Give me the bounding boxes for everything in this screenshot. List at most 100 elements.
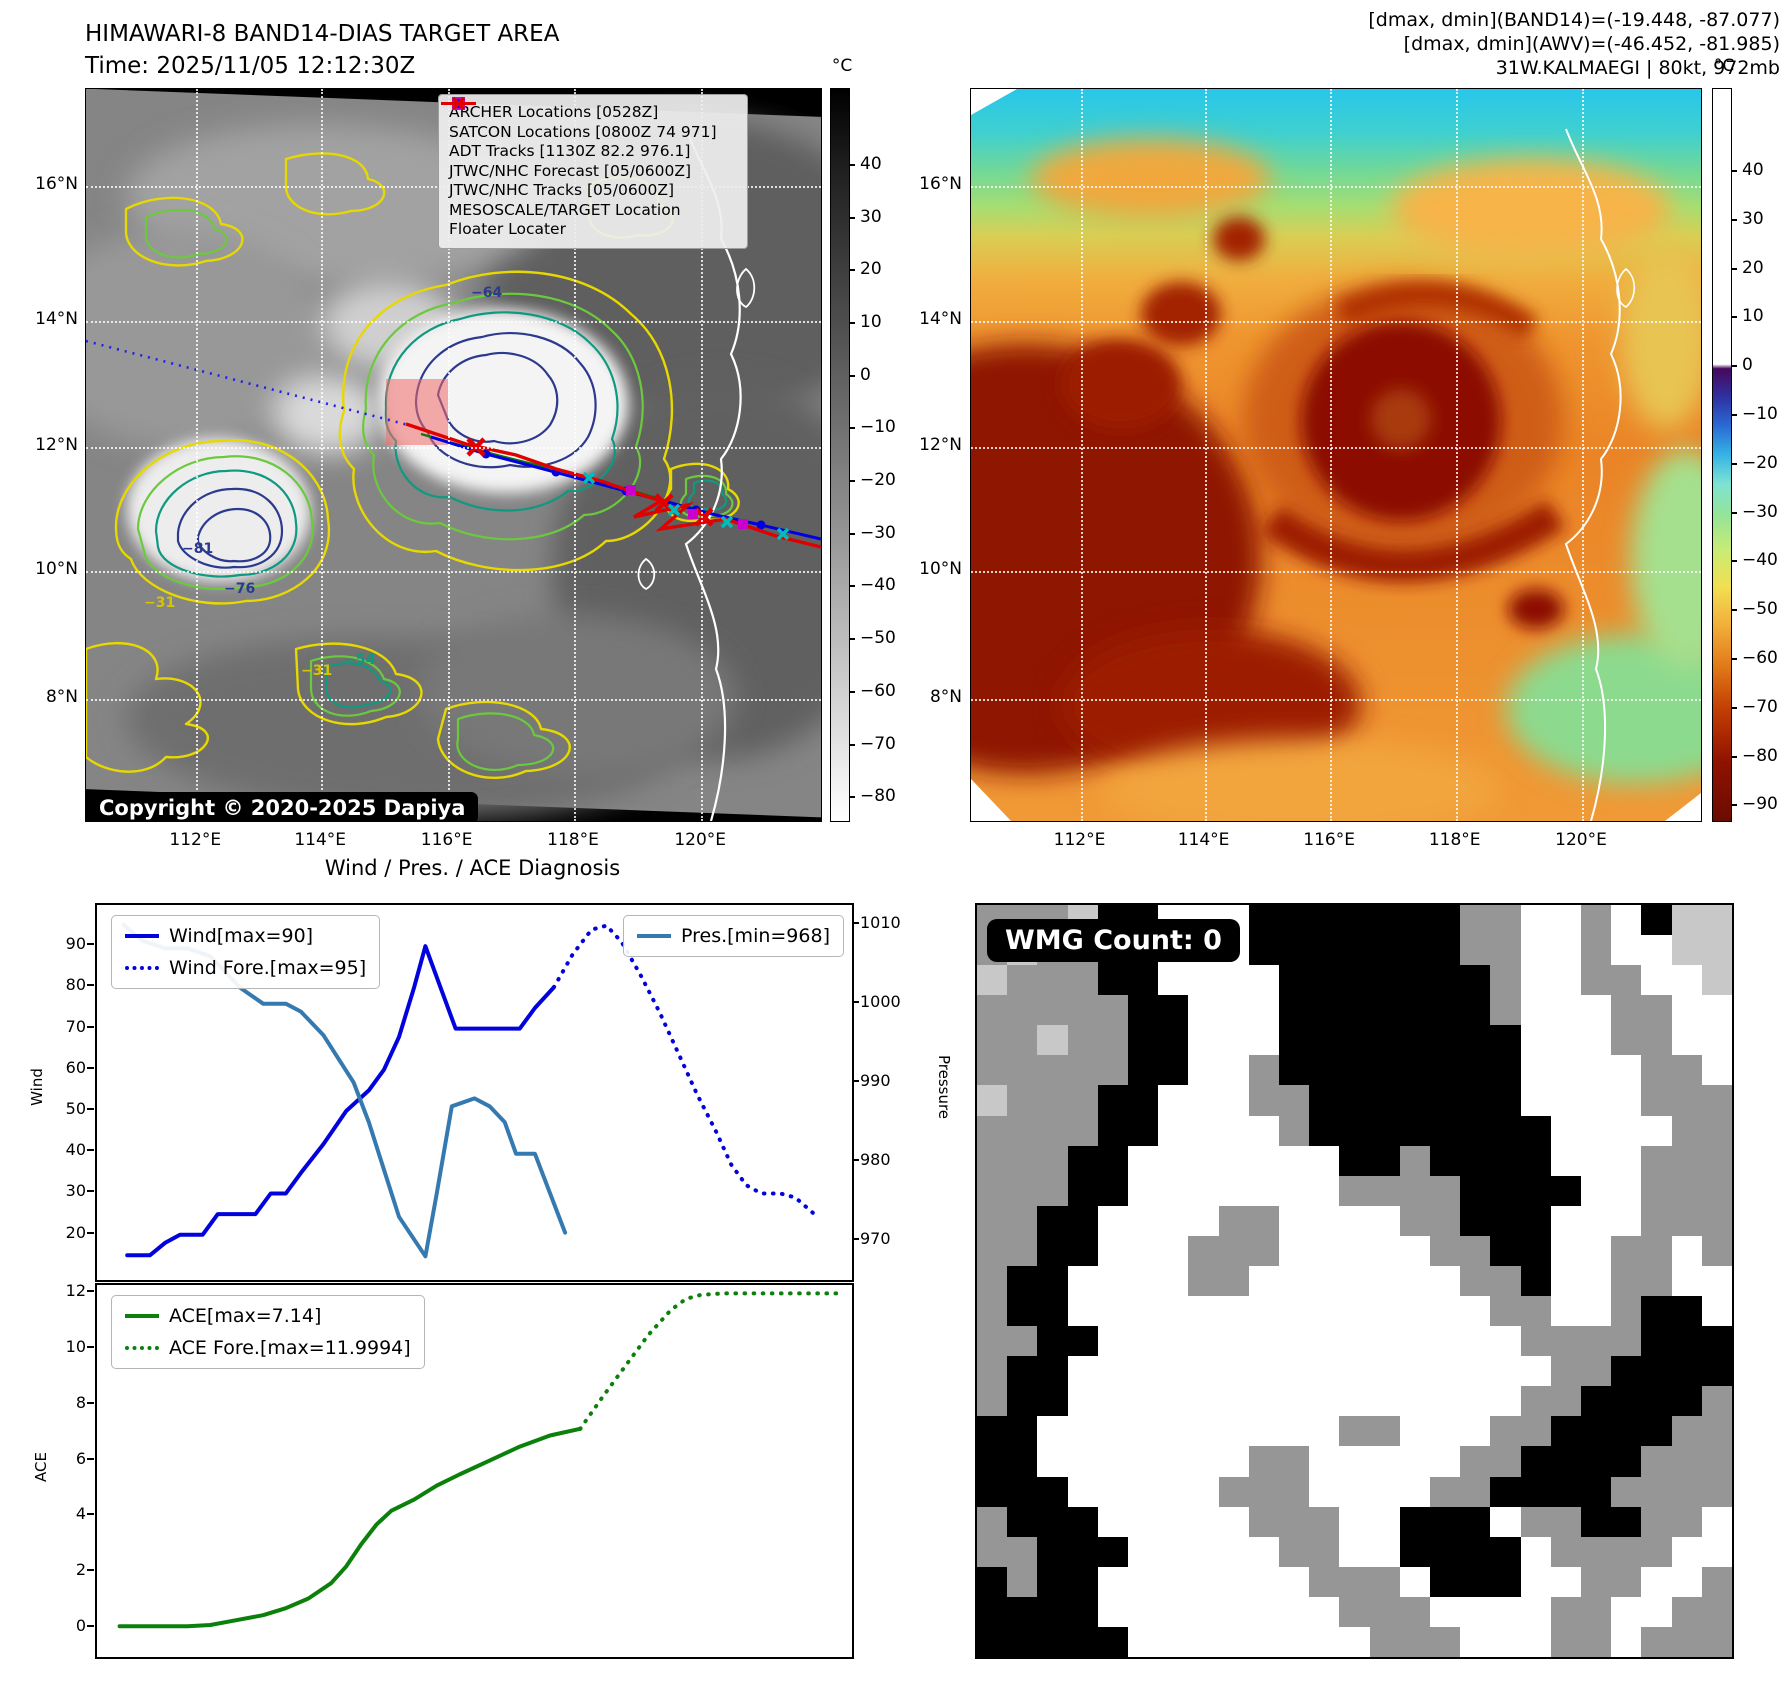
band14-colorbar bbox=[830, 88, 850, 822]
wmg-cell bbox=[1520, 1175, 1551, 1206]
map-legend-item: ADT Tracks [1130Z 82.2 976.1] bbox=[441, 102, 737, 162]
wmg-cell bbox=[1550, 1296, 1581, 1327]
wmg-cell bbox=[1520, 1626, 1551, 1657]
wmg-cell bbox=[1128, 995, 1159, 1026]
wmg-cell bbox=[1550, 1356, 1581, 1387]
axis-tick-mark bbox=[87, 1066, 94, 1069]
longitude-tick-label: 120°E bbox=[674, 830, 727, 850]
wmg-cell bbox=[1128, 1145, 1159, 1176]
wmg-cell bbox=[1128, 1416, 1159, 1447]
wmg-cell bbox=[1430, 1055, 1461, 1086]
wmg-cell bbox=[1339, 1446, 1370, 1477]
wmg-cell bbox=[1188, 1235, 1219, 1266]
axis-tick-mark bbox=[87, 1401, 94, 1404]
wmg-cell bbox=[1641, 1326, 1672, 1357]
map-legend: ARCHER Locations [0528Z] SATCON Locations… bbox=[438, 94, 748, 249]
map-legend-label: SATCON Locations [0800Z 74 971] bbox=[449, 122, 717, 141]
wmg-cell bbox=[1097, 1205, 1128, 1236]
wmg-cell bbox=[1067, 1446, 1098, 1477]
wmg-cell bbox=[1520, 1506, 1551, 1537]
wmg-cell bbox=[1460, 1145, 1491, 1176]
diagnosis-chart-title: Wind / Pres. / ACE Diagnosis bbox=[324, 856, 621, 880]
wmg-cell bbox=[1671, 1235, 1702, 1266]
wmg-cell bbox=[1248, 1626, 1279, 1657]
wmg-cell bbox=[1490, 1265, 1521, 1297]
wmg-cell bbox=[1520, 1326, 1551, 1357]
wmg-cell bbox=[1701, 1626, 1732, 1657]
colorbar-tick-mark bbox=[1731, 462, 1737, 465]
wmg-cell bbox=[1520, 1446, 1551, 1477]
wmg-cell bbox=[1007, 1506, 1038, 1537]
band14-satellite-map: ARCHER Locations [0528Z] SATCON Locations… bbox=[85, 88, 822, 822]
colorbar-tick-mark bbox=[849, 585, 855, 588]
wmg-cell bbox=[1067, 1596, 1098, 1627]
wmg-cell bbox=[1490, 1175, 1521, 1206]
wmg-cell bbox=[1550, 1205, 1581, 1236]
wmg-cell bbox=[1128, 1386, 1159, 1417]
wmg-cell bbox=[1671, 1386, 1702, 1417]
wmg-cell bbox=[1611, 1085, 1642, 1116]
wmg-cell bbox=[1581, 1626, 1612, 1657]
wmg-cell bbox=[1309, 1145, 1340, 1176]
wmg-cell bbox=[1339, 1386, 1370, 1417]
wmg-cell bbox=[1279, 1596, 1310, 1627]
dmax-dmin-band14: [dmax, dmin](BAND14)=(-19.448, -87.077) bbox=[1368, 9, 1780, 31]
wmg-cell bbox=[1490, 1085, 1521, 1116]
wmg-cell bbox=[1279, 1235, 1310, 1266]
wmg-cell bbox=[1309, 965, 1340, 996]
wmg-cell bbox=[1581, 905, 1612, 936]
wmg-cell bbox=[1067, 1626, 1098, 1657]
awv-colorbar-tick: −60 bbox=[1742, 647, 1778, 668]
wmg-cell bbox=[1248, 1356, 1279, 1387]
wmg-cell bbox=[1279, 965, 1310, 996]
ace-ytick-label: 8 bbox=[75, 1392, 86, 1412]
longitude-gridline bbox=[701, 89, 704, 821]
colorbar-tick-mark bbox=[849, 480, 855, 483]
wmg-cell bbox=[1581, 935, 1612, 966]
band14-colorbar-tick: 40 bbox=[860, 153, 882, 174]
latitude-tick-label: 12°N bbox=[35, 434, 78, 455]
wmg-cell bbox=[1218, 1476, 1249, 1507]
wmg-cell bbox=[1581, 1205, 1612, 1236]
wmg-cell bbox=[1460, 1416, 1491, 1447]
wmg-cell bbox=[1701, 1356, 1732, 1387]
wmg-cell bbox=[1460, 1175, 1491, 1206]
contour-value-label: −31 bbox=[144, 595, 176, 611]
band14-colorbar-tick: −40 bbox=[860, 575, 896, 596]
wmg-cell bbox=[1309, 1055, 1340, 1086]
wmg-cell bbox=[1188, 1265, 1219, 1297]
wmg-cell bbox=[1279, 935, 1310, 966]
wind-ytick-label: 90 bbox=[65, 934, 86, 954]
wmg-cell bbox=[1248, 965, 1279, 996]
wmg-cell bbox=[1309, 1085, 1340, 1116]
wmg-cell bbox=[1037, 1476, 1068, 1507]
wmg-cell bbox=[1218, 1025, 1249, 1056]
wmg-cell bbox=[1490, 1626, 1521, 1657]
wmg-cell bbox=[1490, 965, 1521, 996]
wmg-cell bbox=[1369, 1326, 1400, 1357]
wmg-cell bbox=[1430, 1145, 1461, 1176]
wmg-cell bbox=[1701, 1416, 1732, 1447]
wmg-cell bbox=[1399, 965, 1430, 996]
wmg-cell bbox=[1611, 1596, 1642, 1627]
latitude-tick-label: 10°N bbox=[919, 558, 962, 579]
latitude-gridline bbox=[971, 446, 1701, 449]
wmg-cell bbox=[1007, 1626, 1038, 1657]
wmg-cell bbox=[1430, 1356, 1461, 1387]
wmg-cell bbox=[1430, 905, 1461, 936]
wmg-cell bbox=[1520, 935, 1551, 966]
wmg-cell bbox=[1097, 1506, 1128, 1537]
wmg-cell bbox=[1188, 1476, 1219, 1507]
wmg-cell bbox=[1430, 1446, 1461, 1477]
wmg-cell bbox=[1309, 1235, 1340, 1266]
wmg-cell bbox=[1550, 1626, 1581, 1657]
wmg-cell bbox=[1067, 1145, 1098, 1176]
wmg-cell bbox=[1520, 1476, 1551, 1507]
wmg-cell bbox=[1701, 1566, 1732, 1597]
wmg-cell bbox=[1550, 1446, 1581, 1477]
axis-tick-mark bbox=[87, 1457, 94, 1460]
wmg-cell bbox=[1158, 1596, 1189, 1627]
wmg-cell bbox=[1309, 1626, 1340, 1657]
wmg-cell bbox=[1460, 1596, 1491, 1627]
